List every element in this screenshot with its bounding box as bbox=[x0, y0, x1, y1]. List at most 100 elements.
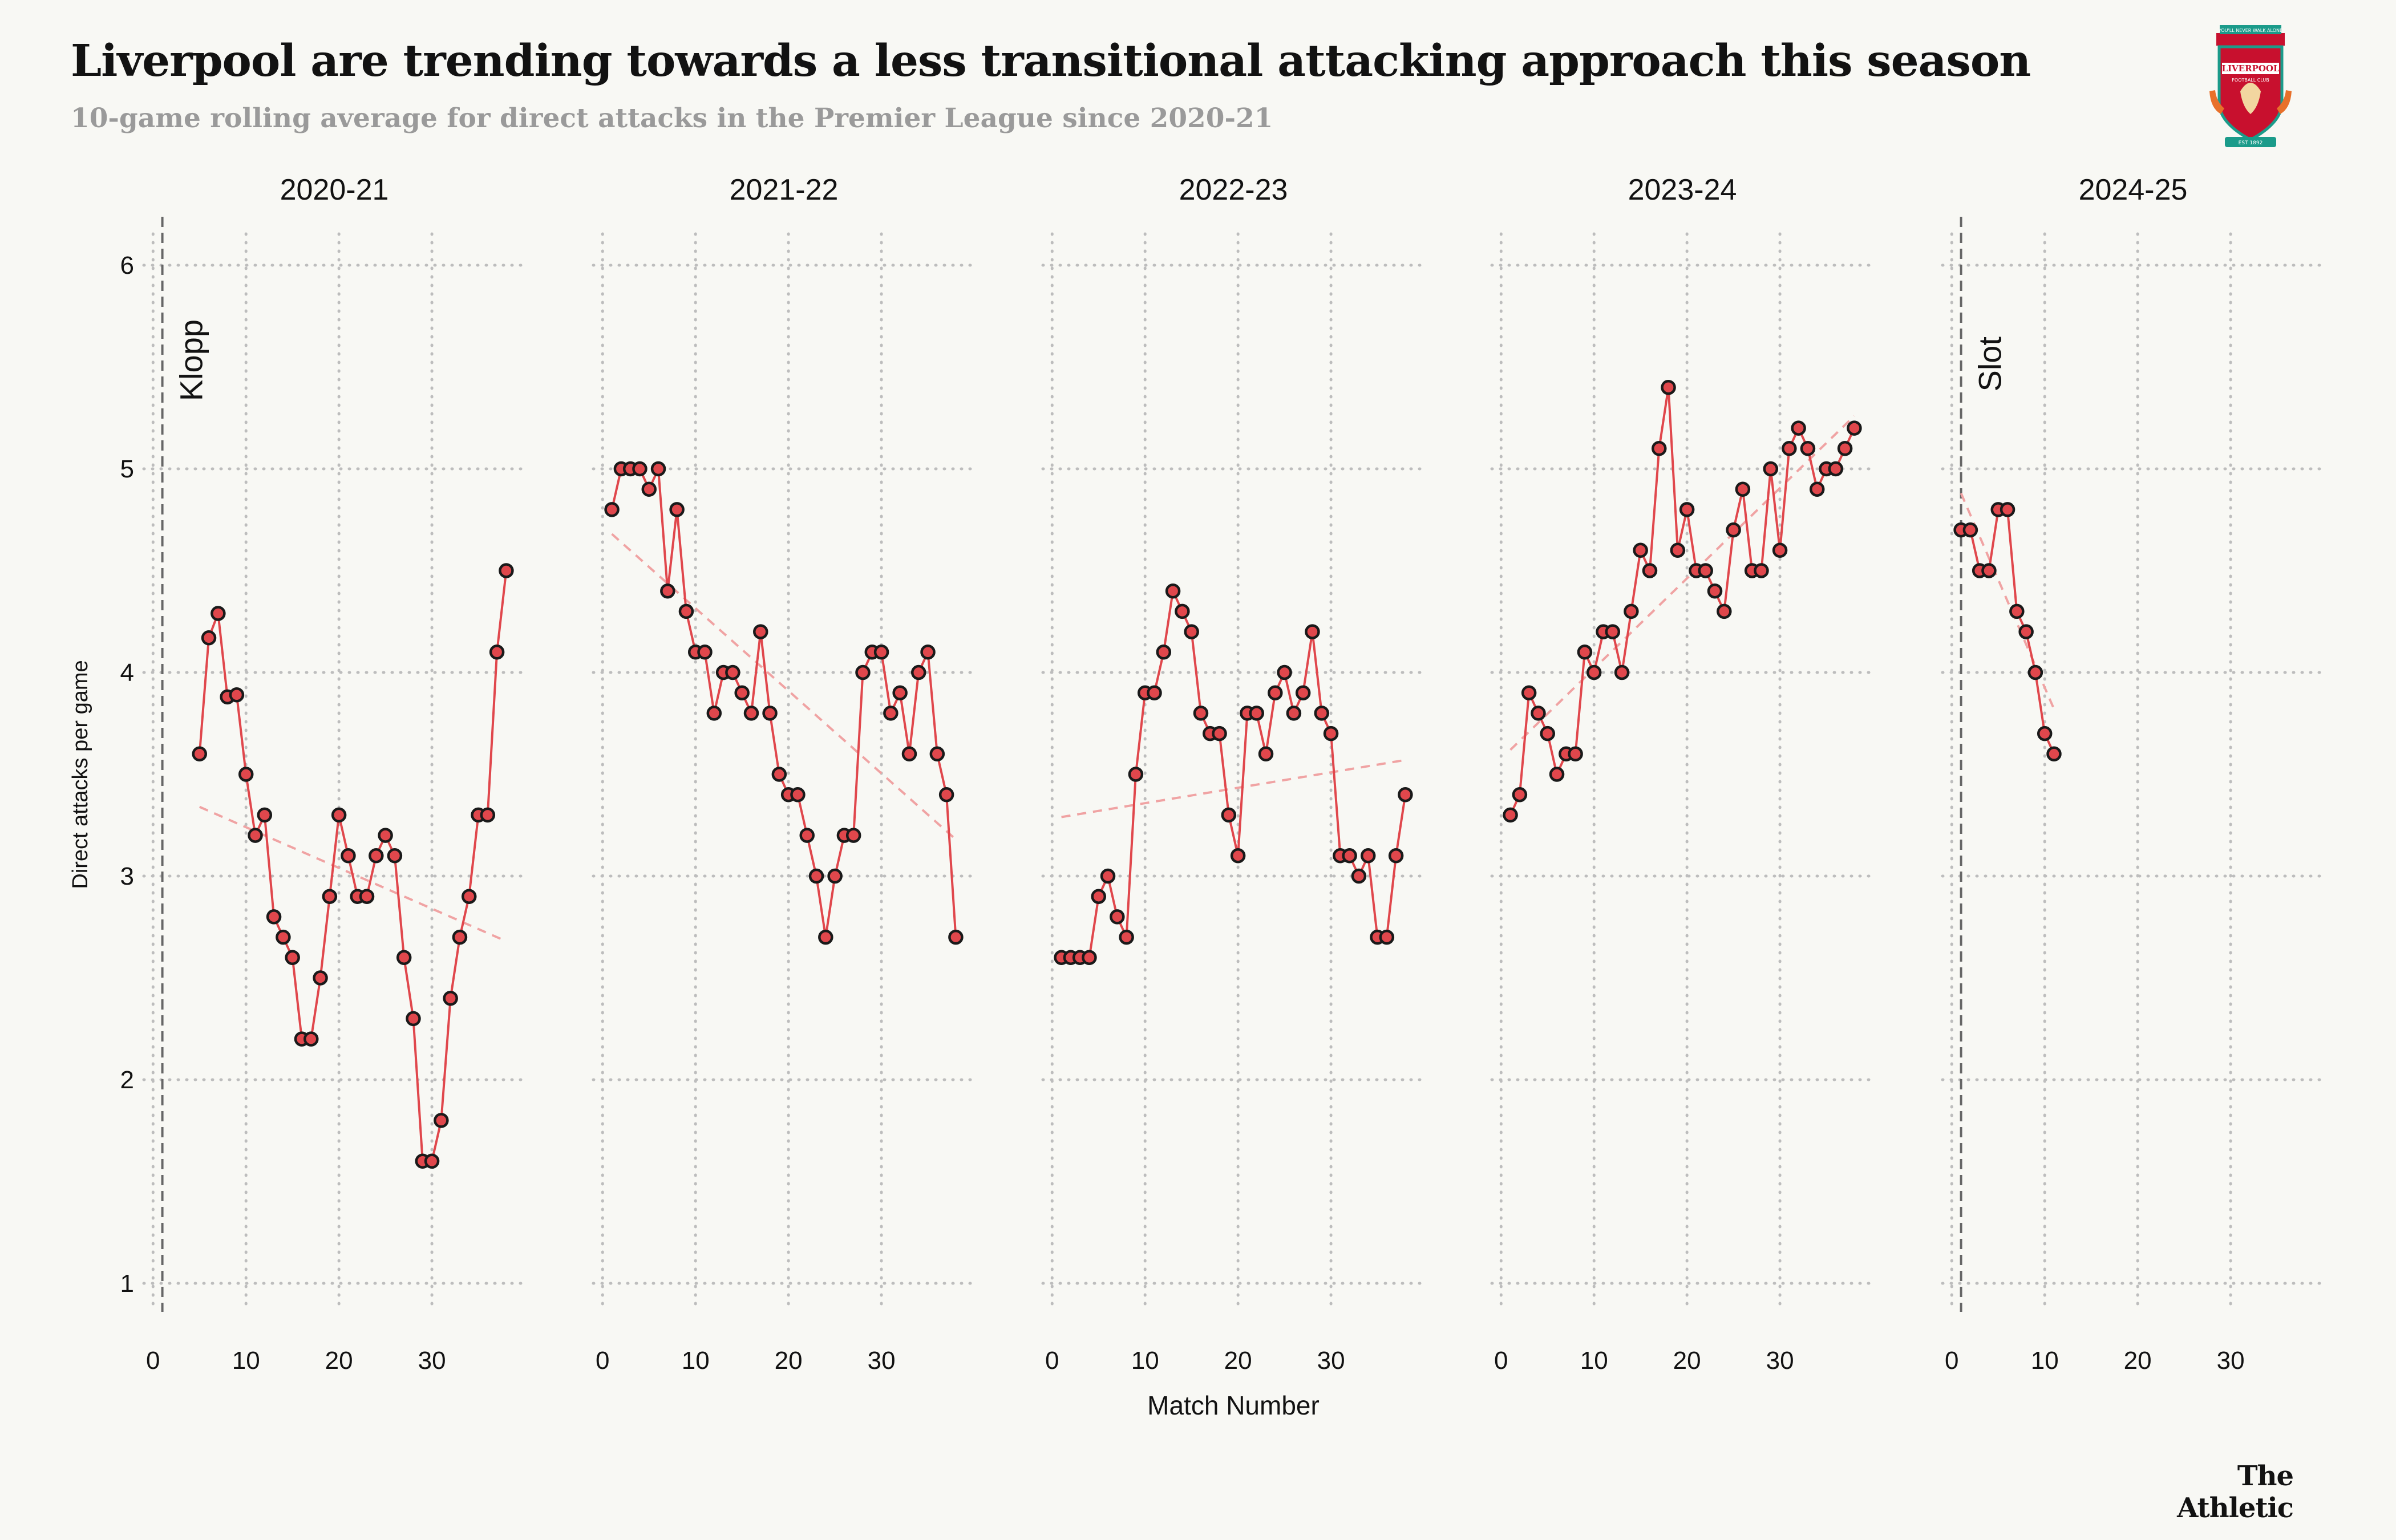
data-point bbox=[1754, 563, 1769, 578]
data-point bbox=[790, 787, 806, 803]
data-point bbox=[1847, 420, 1862, 436]
data-point bbox=[1193, 706, 1209, 721]
data-point bbox=[285, 950, 300, 966]
y-tick-label: 3 bbox=[120, 862, 134, 890]
crest-established: EST 1892 bbox=[2239, 140, 2263, 146]
data-point bbox=[2046, 746, 2062, 762]
data-point bbox=[229, 687, 245, 703]
data-point bbox=[313, 970, 328, 986]
data-point bbox=[1512, 787, 1528, 803]
data-point bbox=[799, 828, 815, 843]
data-point bbox=[818, 929, 833, 945]
panel-title: 2023-24 bbox=[1628, 173, 1737, 206]
data-point bbox=[2009, 603, 2025, 619]
panel-title: 2021-22 bbox=[730, 173, 839, 206]
data-point bbox=[808, 868, 824, 884]
data-point bbox=[873, 645, 889, 660]
data-point bbox=[855, 664, 871, 680]
y-tick-label: 1 bbox=[120, 1270, 134, 1298]
series-layer bbox=[198, 386, 2055, 1162]
data-point bbox=[1809, 481, 1825, 497]
data-point bbox=[604, 502, 620, 517]
data-point bbox=[1128, 767, 1144, 782]
data-point bbox=[1277, 664, 1292, 680]
data-point bbox=[1230, 848, 1246, 864]
data-point bbox=[660, 583, 675, 599]
data-point bbox=[697, 645, 713, 660]
data-point bbox=[1577, 645, 1593, 660]
data-point bbox=[1286, 706, 1302, 721]
data-point bbox=[1661, 379, 1676, 395]
data-point bbox=[1091, 889, 1107, 904]
data-point bbox=[1837, 441, 1853, 456]
x-tick-label: 20 bbox=[1224, 1347, 1252, 1375]
data-point bbox=[322, 889, 338, 904]
data-point bbox=[901, 746, 917, 762]
x-axis-title: Match Number bbox=[1147, 1391, 1320, 1420]
data-point bbox=[1586, 664, 1602, 680]
data-point bbox=[1735, 481, 1751, 497]
series-line bbox=[1961, 508, 2055, 755]
data-point bbox=[499, 563, 514, 578]
data-point bbox=[2027, 664, 2043, 680]
x-tick-label: 10 bbox=[232, 1347, 260, 1375]
panel-title: 2020-21 bbox=[280, 173, 389, 206]
data-point bbox=[1360, 848, 1376, 864]
data-point bbox=[406, 1011, 421, 1027]
data-point bbox=[938, 787, 954, 803]
data-point bbox=[359, 889, 375, 904]
x-tick-label: 30 bbox=[1317, 1347, 1345, 1375]
data-point bbox=[827, 868, 843, 884]
data-point bbox=[1249, 706, 1264, 721]
data-point bbox=[1800, 441, 1816, 456]
data-point bbox=[725, 664, 740, 680]
x-tick-label: 20 bbox=[1673, 1347, 1701, 1375]
data-point bbox=[2018, 624, 2034, 639]
data-point bbox=[929, 746, 945, 762]
data-point bbox=[1156, 645, 1172, 660]
data-point bbox=[1521, 685, 1537, 700]
data-point bbox=[387, 848, 403, 864]
data-point bbox=[1633, 542, 1648, 558]
data-point bbox=[443, 990, 458, 1006]
data-point bbox=[1110, 909, 1125, 925]
data-point bbox=[762, 706, 778, 721]
data-point bbox=[1100, 868, 1116, 884]
data-point bbox=[1119, 929, 1134, 945]
data-point bbox=[910, 664, 926, 680]
data-point bbox=[1175, 603, 1190, 619]
data-point bbox=[276, 929, 291, 945]
data-point bbox=[1652, 441, 1667, 456]
data-point bbox=[1305, 624, 1320, 639]
data-point bbox=[331, 807, 347, 823]
manager-label: Klopp bbox=[173, 319, 209, 401]
crest-motto: YOU'LL NEVER WALK ALONE bbox=[2218, 28, 2282, 33]
manager-layer: Klopp Slot bbox=[161, 217, 2008, 1312]
data-point bbox=[1268, 685, 1283, 700]
x-tick-label: 30 bbox=[2217, 1347, 2245, 1375]
data-point bbox=[1726, 522, 1741, 538]
data-point bbox=[2037, 726, 2053, 741]
data-point bbox=[1605, 624, 1621, 639]
data-point bbox=[461, 889, 477, 904]
data-point bbox=[396, 950, 412, 966]
data-point bbox=[1772, 542, 1788, 558]
data-point bbox=[669, 502, 685, 517]
data-point bbox=[211, 606, 226, 621]
data-point bbox=[238, 767, 254, 782]
x-tick-label: 0 bbox=[146, 1347, 160, 1375]
trend-line bbox=[611, 533, 957, 841]
data-point bbox=[192, 746, 208, 762]
data-point bbox=[434, 1113, 449, 1128]
grid-layer bbox=[142, 232, 2325, 1314]
x-tick-label: 0 bbox=[1494, 1347, 1508, 1375]
data-point bbox=[1791, 420, 1806, 436]
x-tick-label: 20 bbox=[325, 1347, 353, 1375]
series-line bbox=[610, 468, 957, 939]
data-point bbox=[883, 706, 898, 721]
data-point bbox=[650, 461, 666, 477]
data-point bbox=[1351, 868, 1367, 884]
data-point bbox=[1782, 441, 1797, 456]
data-point bbox=[1614, 664, 1630, 680]
liverpool-crest-logo: YOU'LL NEVER WALK ALONE LIVERPOOL FOOTBA… bbox=[2209, 25, 2292, 147]
